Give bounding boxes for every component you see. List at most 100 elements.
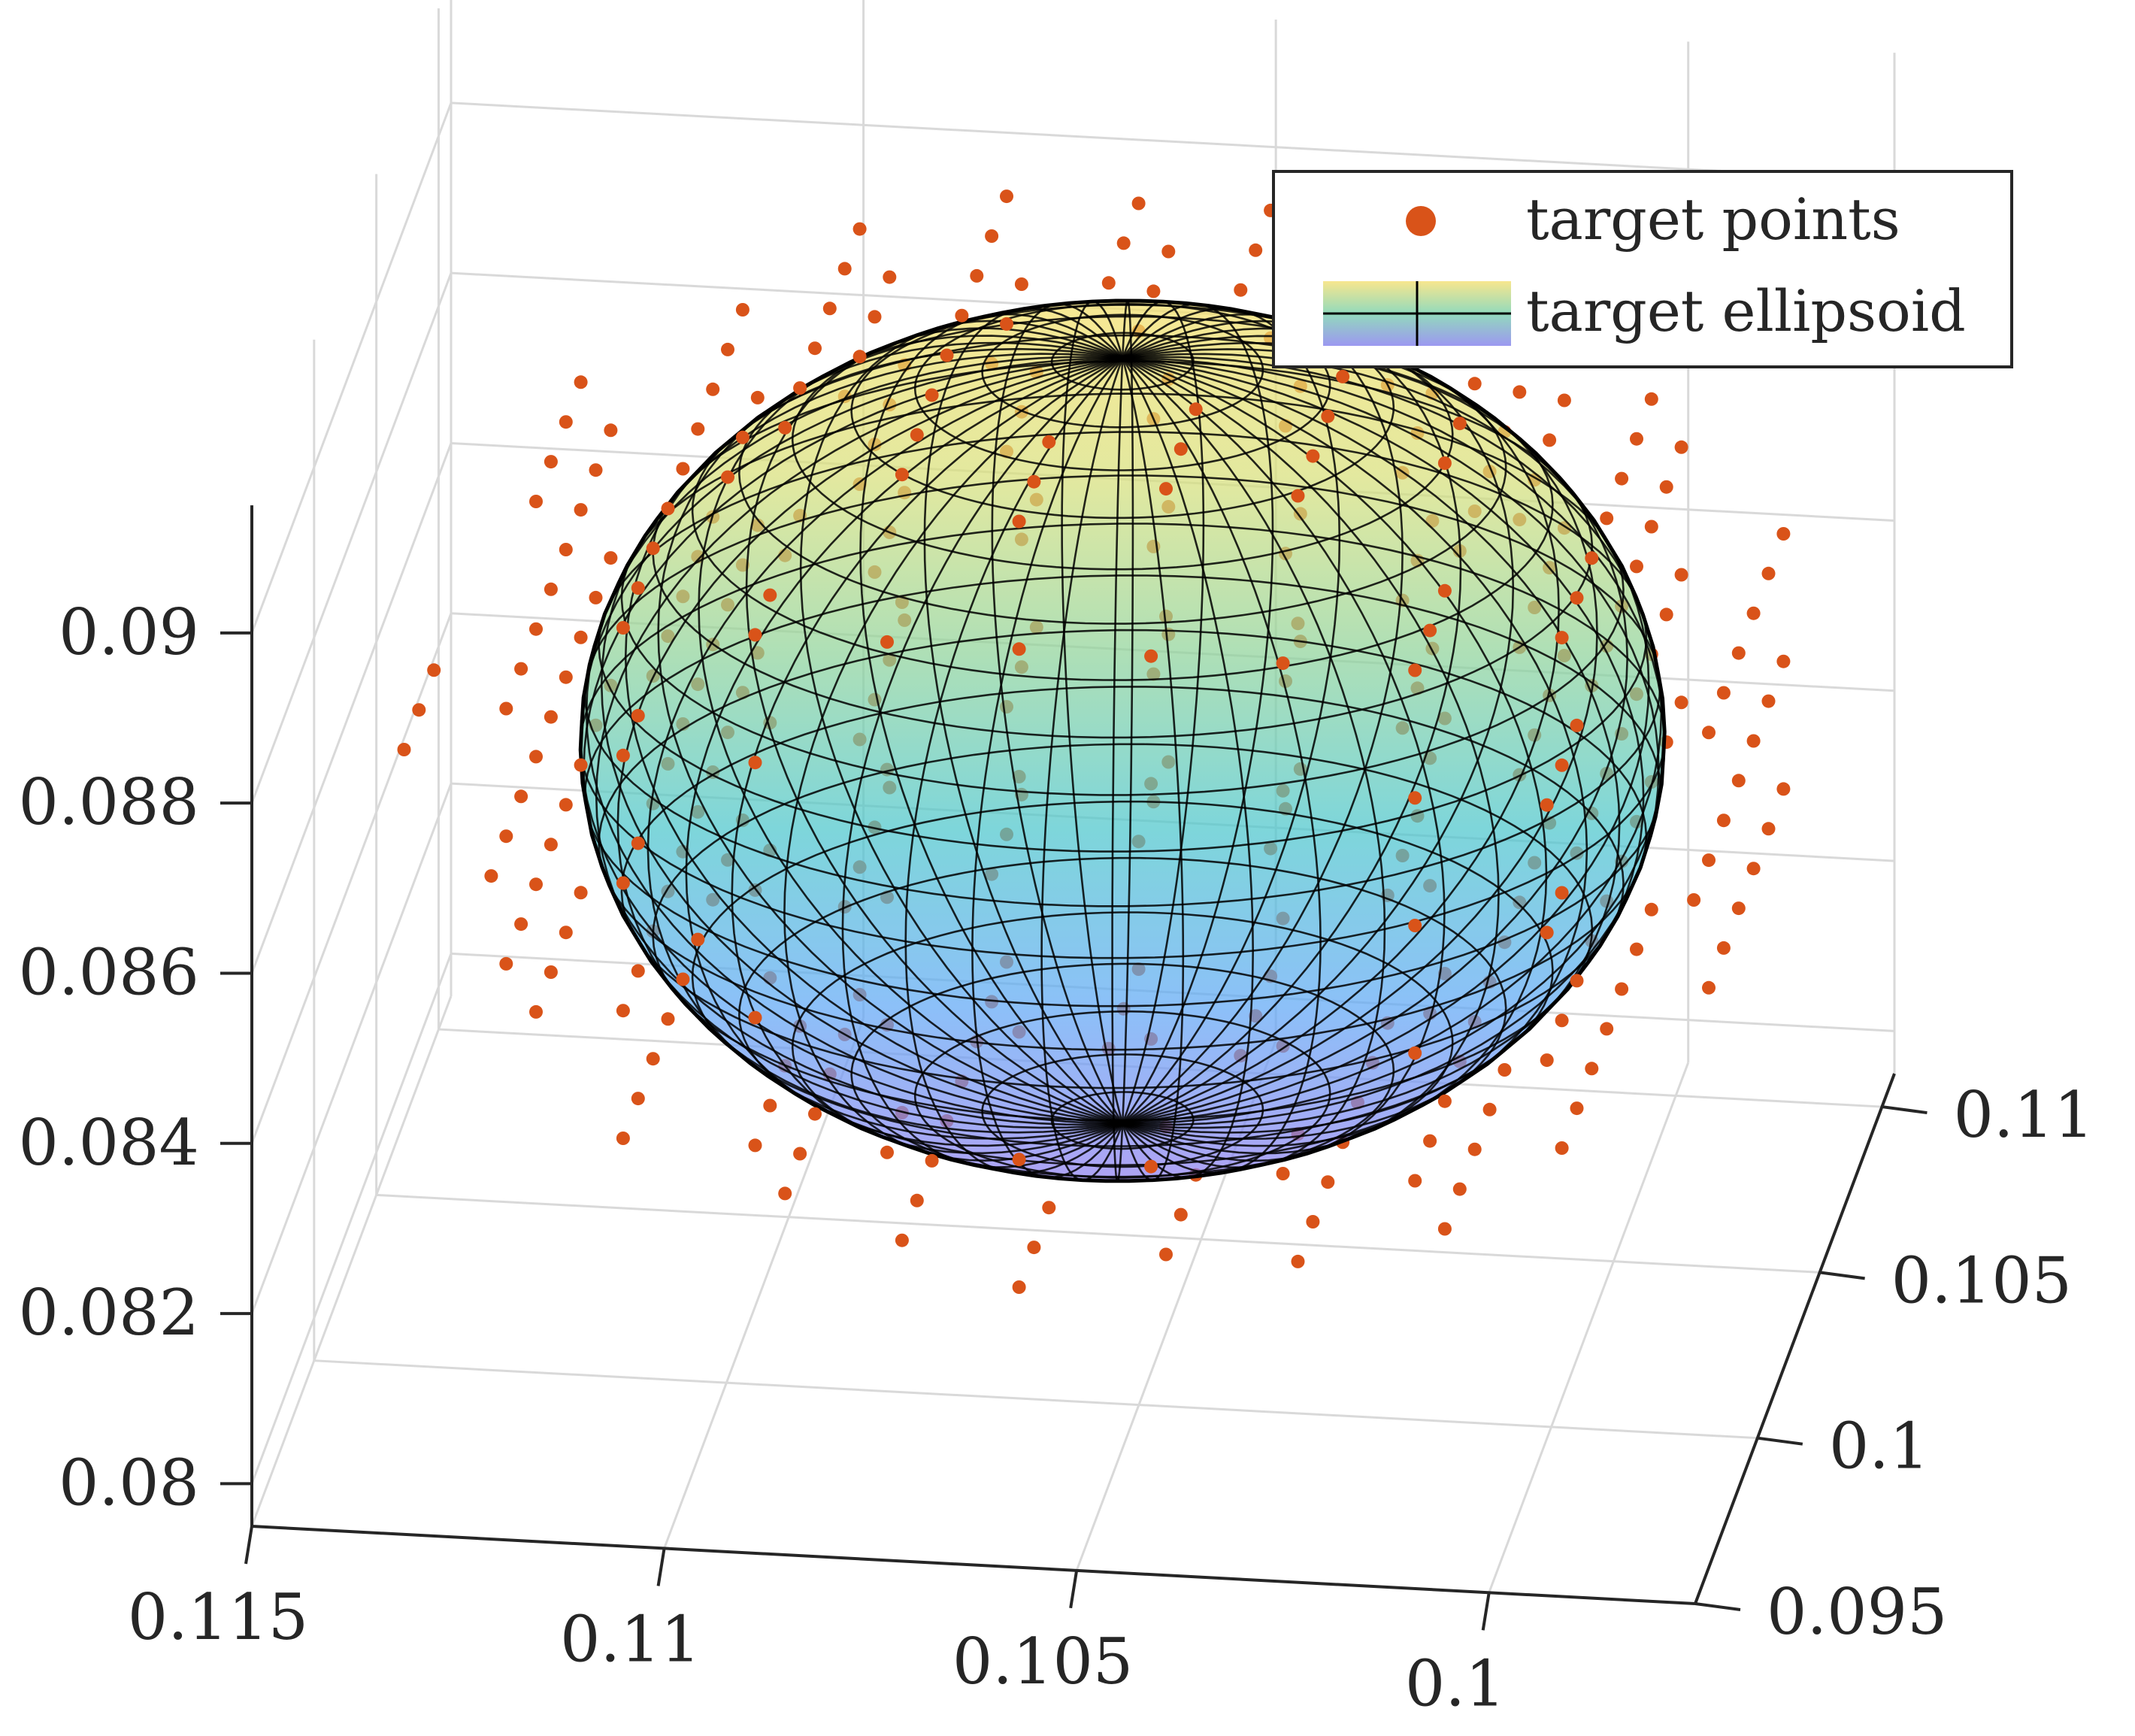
target-point-349 bbox=[1189, 402, 1203, 417]
target-point-272 bbox=[529, 622, 543, 636]
target-point-224 bbox=[1555, 758, 1569, 772]
target-point-212 bbox=[589, 590, 603, 604]
y-tick-label-1: 0.1 bbox=[1829, 1410, 1930, 1483]
target-point-271 bbox=[514, 662, 528, 676]
target-point-4 bbox=[1498, 1063, 1512, 1077]
y-tick-2 bbox=[1819, 1271, 1865, 1280]
target-point-239 bbox=[1557, 393, 1571, 407]
target-point-91 bbox=[529, 1004, 543, 1019]
target-point-157 bbox=[1702, 853, 1716, 868]
target-point-12 bbox=[1159, 1247, 1173, 1262]
target-point-97 bbox=[1731, 901, 1746, 916]
target-point-110 bbox=[1674, 695, 1688, 710]
target-point-45 bbox=[1408, 1174, 1422, 1188]
x-tick-label-0: 0.115 bbox=[128, 1580, 308, 1654]
target-point-222 bbox=[1776, 527, 1791, 541]
target-point-371 bbox=[837, 262, 852, 276]
target-point-229 bbox=[1630, 559, 1643, 574]
z-tick-label-0: 0.08 bbox=[59, 1446, 199, 1519]
mesh-meridian-41 bbox=[731, 356, 1123, 1155]
target-point-42 bbox=[1615, 982, 1629, 996]
target-point-231 bbox=[1659, 480, 1673, 494]
target-point-211 bbox=[574, 630, 588, 644]
target-point-342 bbox=[1321, 409, 1335, 423]
target-point-99 bbox=[1761, 822, 1776, 836]
x-axis-line bbox=[251, 1525, 1696, 1605]
mesh-meridian-24 bbox=[1122, 356, 1660, 1126]
target-point-367 bbox=[778, 420, 792, 435]
target-point-214 bbox=[397, 743, 411, 756]
target-point-13 bbox=[1173, 1207, 1188, 1222]
target-point-220 bbox=[1746, 606, 1761, 620]
grid-y-floor-2 bbox=[376, 1193, 1820, 1274]
target-point-329 bbox=[721, 342, 734, 356]
target-point-274 bbox=[559, 543, 573, 556]
target-point-87 bbox=[691, 932, 705, 947]
target-point-69 bbox=[880, 1145, 894, 1159]
target-point-321 bbox=[883, 270, 897, 284]
target-point-40 bbox=[1585, 1062, 1599, 1076]
target-point-219 bbox=[1731, 646, 1746, 660]
target-point-351 bbox=[1249, 243, 1263, 257]
x-tick-2 bbox=[1069, 1570, 1079, 1609]
target-point-348 bbox=[1173, 442, 1188, 456]
grid-z-side-0 bbox=[250, 953, 453, 1484]
target-point-83 bbox=[631, 1092, 645, 1106]
x-tick-label-3: 0.1 bbox=[1405, 1647, 1506, 1720]
target-point-353 bbox=[1012, 514, 1026, 529]
tick-labels: 0.115 0.11 0.105 0.1 0.095 0.1 0.105 0.11 0.08 0.… bbox=[19, 595, 2094, 1720]
legend-label-target-ellipsoid: target ellipsoid bbox=[1526, 277, 1966, 344]
legend: target points target ellipsoid bbox=[1272, 170, 2013, 368]
grid-z-back-5 bbox=[450, 101, 1895, 182]
target-point-210 bbox=[559, 670, 573, 684]
target-point-44 bbox=[1644, 902, 1658, 916]
target-point-327 bbox=[691, 422, 705, 436]
target-point-218 bbox=[1716, 686, 1731, 700]
target-point-360 bbox=[910, 428, 924, 442]
target-point-326 bbox=[676, 462, 690, 476]
target-point-33 bbox=[793, 1147, 807, 1161]
target-point-98 bbox=[1746, 862, 1761, 876]
mesh-meridian-4 bbox=[698, 335, 1123, 1125]
target-point-365 bbox=[985, 229, 999, 243]
target-point-292 bbox=[1513, 385, 1527, 399]
y-tick-label-0: 0.095 bbox=[1767, 1575, 1947, 1649]
target-point-151 bbox=[544, 838, 558, 852]
target-point-314 bbox=[748, 628, 762, 642]
target-point-172 bbox=[1674, 568, 1688, 582]
x-tick-3 bbox=[1481, 1592, 1491, 1631]
target-point-361 bbox=[925, 388, 939, 402]
target-point-283 bbox=[1630, 432, 1643, 446]
target-point-369 bbox=[808, 341, 822, 356]
target-point-217 bbox=[1702, 726, 1716, 740]
target-point-1 bbox=[1452, 1182, 1467, 1196]
mesh-meridian-22 bbox=[1122, 356, 1663, 1125]
target-point-358 bbox=[1131, 196, 1146, 211]
target-point-309 bbox=[880, 635, 894, 649]
target-point-92 bbox=[544, 965, 558, 979]
target-point-337 bbox=[1467, 377, 1482, 391]
x-tick-1 bbox=[656, 1548, 666, 1586]
mesh-meridian-43 bbox=[647, 356, 1123, 1140]
target-point-38 bbox=[1555, 1141, 1569, 1155]
target-point-161 bbox=[1761, 694, 1776, 708]
target-point-93 bbox=[559, 926, 573, 940]
target-point-282 bbox=[1615, 471, 1629, 486]
target-point-269 bbox=[750, 390, 765, 404]
scatter-series-front bbox=[397, 189, 1746, 1294]
target-point-357 bbox=[1116, 236, 1131, 250]
target-point-331 bbox=[529, 495, 543, 508]
mesh-meridian-27 bbox=[1122, 356, 1588, 1141]
target-point-278 bbox=[1555, 631, 1569, 645]
target-point-359 bbox=[895, 468, 909, 482]
ellipsoid-surface bbox=[578, 298, 1667, 1183]
target-point-100 bbox=[1776, 782, 1791, 796]
target-point-279 bbox=[1570, 591, 1584, 605]
target-point-164 bbox=[1555, 886, 1569, 900]
target-point-286 bbox=[1423, 623, 1437, 638]
target-point-103 bbox=[1570, 974, 1584, 988]
target-point-284 bbox=[1644, 392, 1658, 406]
target-point-149 bbox=[514, 917, 528, 932]
y-tick-1 bbox=[1757, 1436, 1803, 1446]
target-point-82 bbox=[616, 1132, 630, 1145]
